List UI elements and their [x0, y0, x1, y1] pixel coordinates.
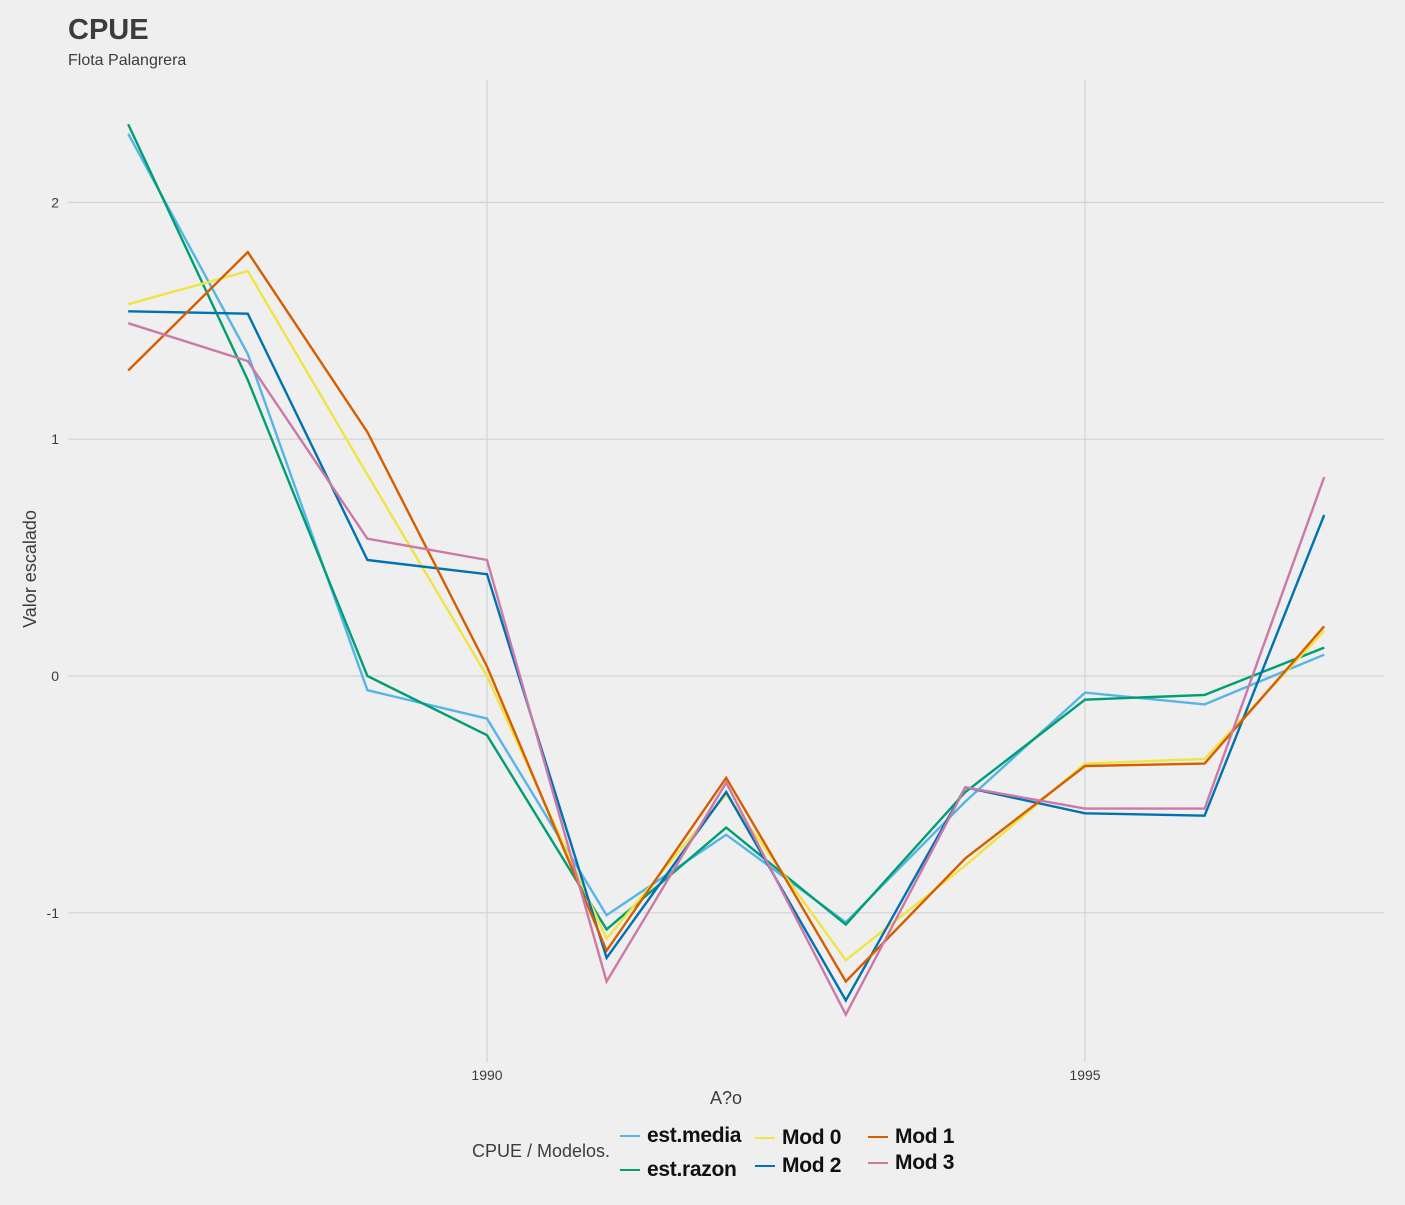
- legend-item: Mod 2: [755, 1153, 841, 1179]
- y-tick-label: 2: [51, 194, 59, 210]
- series-line-mod-2: [128, 310, 1326, 1003]
- legend-swatch: [868, 1136, 888, 1138]
- y-tick-label: 0: [51, 668, 59, 684]
- x-tick-label: 1995: [1069, 1067, 1100, 1083]
- y-tick-label: -1: [47, 905, 60, 921]
- x-tick-label: 1990: [471, 1067, 502, 1083]
- chart-subtitle: Flota Palangrera: [68, 52, 187, 69]
- legend-swatch: [620, 1135, 640, 1137]
- chart-title: CPUE: [68, 14, 149, 46]
- y-tick-label: 1: [51, 431, 59, 447]
- legend-swatch: [620, 1169, 640, 1171]
- legend-title: CPUE / Modelos.: [472, 1141, 611, 1161]
- legend-label: Mod 0: [782, 1126, 842, 1149]
- series-line-mod-0: [127, 269, 1326, 962]
- legend-item: Mod 3: [868, 1150, 954, 1176]
- legend-label: Mod 1: [895, 1125, 955, 1148]
- legend-item: est.razon: [620, 1157, 737, 1183]
- legend-item: Mod 0: [755, 1125, 841, 1151]
- legend-item: Mod 1: [868, 1124, 954, 1150]
- legend-swatch: [868, 1162, 888, 1164]
- series-line-mod-1: [127, 250, 1326, 984]
- series-line-est-razon: [127, 123, 1325, 932]
- legend-label: est.media: [647, 1124, 742, 1147]
- legend-label: Mod 3: [895, 1151, 955, 1174]
- legend-swatch: [755, 1137, 775, 1139]
- legend-item: est.media: [620, 1123, 741, 1149]
- series-line-mod-3: [127, 322, 1326, 1018]
- legend-label: Mod 2: [782, 1154, 842, 1177]
- legend-label: est.razon: [647, 1158, 737, 1181]
- x-axis-title: A?o: [710, 1088, 742, 1108]
- y-axis-title: Valor escalado: [20, 510, 40, 628]
- legend-swatch: [755, 1165, 775, 1167]
